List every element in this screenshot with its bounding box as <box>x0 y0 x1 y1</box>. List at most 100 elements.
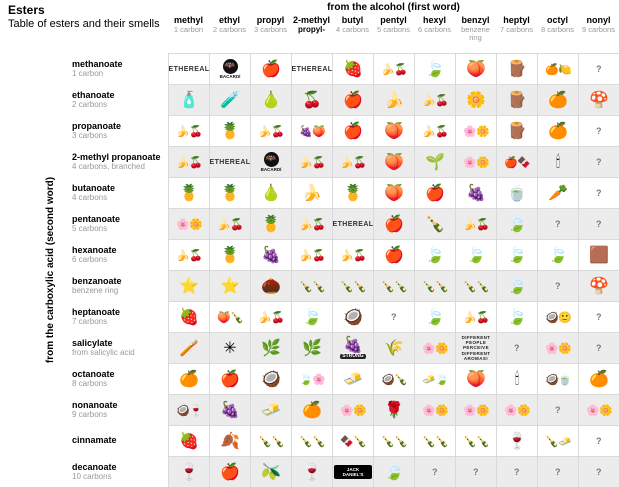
smell-cell-ethereal: ETHEREAL <box>169 54 210 85</box>
column-header-ethyl: ethyl 2 carbons <box>213 15 246 34</box>
smell-cell-cocoa-bottles: 🍫🍾 <box>333 426 374 457</box>
smell-cell-soil: 🟫 <box>579 240 619 271</box>
table-row: 🌸🌼 🍌🍒 🍍 🍌🍒 ETHEREAL 🍎 🍾 🍌🍒 🍃?? <box>169 209 619 240</box>
smell-cell-fruit-mix: 🍌🍒 <box>374 54 415 85</box>
row-header-nonanoate: nonanoate 9 carbons <box>72 399 118 420</box>
smell-cell-strong-berries: 🍇 STRONG <box>333 333 374 364</box>
smell-cell-fruit-mix: 🍌🍒 <box>169 116 210 147</box>
smell-cell-flowers: 🌸🌼 <box>456 395 497 426</box>
title-block: Esters Table of esters and their smells <box>8 3 160 30</box>
raspberries-icon: 🍓 <box>343 59 363 78</box>
strawberry-icon: 🍓 <box>179 431 199 450</box>
flowers-icon: 🌸🌼 <box>422 341 448 355</box>
smell-cell-unknown: ? <box>538 271 579 302</box>
smell-cell-bottles: 🍾🍾 <box>292 271 333 302</box>
wine-icon: 🍷 <box>179 462 199 481</box>
column-header-pentyl: pentyl 5 carbons <box>377 15 410 34</box>
fruit-mix-icon: 🍌🍒 <box>176 124 202 138</box>
leaf-icon: 🍃 <box>548 245 568 264</box>
plums-icon: 🍇 <box>466 183 486 202</box>
apple-icon: 🍎 <box>220 462 240 481</box>
leaf-icon: 🍃 <box>507 307 527 326</box>
smell-cell-apricots: 🍑 <box>374 178 415 209</box>
smell-cell-bottles: 🍾🍾 <box>456 271 497 302</box>
smell-cell-apple: 🍎 <box>210 364 251 395</box>
glue-icon: 🧪 <box>220 90 240 109</box>
smell-cell-candle: 🕯 <box>497 364 538 395</box>
butter-icon: 🧈 <box>343 369 363 388</box>
smell-cell-bottles-butter: 🍾🧈 <box>538 426 579 457</box>
smell-cell-fruit-mix: 🍌🍒 <box>456 302 497 333</box>
smell-cell-unknown: ? <box>579 54 619 85</box>
oranges-icon: 🍊 <box>179 369 199 388</box>
smell-cell-cherries: 🍒 <box>292 85 333 116</box>
smell-cell-leaf: 🍃 <box>538 240 579 271</box>
table-row: ⭐ ⭐ 🌰 🍾🍾 🍾🍾 🍾🍾 🍾🍾 🍾🍾 🍃? 🍄 <box>169 271 619 302</box>
apple-dough-icon: 🍎 <box>425 183 445 202</box>
smell-cell-unknown: ? <box>538 395 579 426</box>
flowers-icon: 🌸🌼 <box>340 403 366 417</box>
smell-cell-leaf-flowers: 🍃🌸 <box>292 364 333 395</box>
smell-cell-apricots: 🍑 <box>456 364 497 395</box>
flowers-icon: 🌸🌼 <box>463 124 489 138</box>
smell-cell-unknown: ? <box>456 457 497 487</box>
table-row: 🍌🍒 🍍 🍇 🍌🍒 🍌🍒 🍎 🍃 🍃 🍃 🍃 🟫 <box>169 240 619 271</box>
column-header-butyl: butyl 4 carbons <box>336 15 369 34</box>
log-icon: 🪵 <box>507 90 527 109</box>
bottles-icon: 🍾🍾 <box>299 434 325 448</box>
smell-cell-log: 🪵 <box>497 54 538 85</box>
smell-cell-unknown: ? <box>538 457 579 487</box>
smell-cell-ethereal: ETHEREAL <box>210 147 251 178</box>
bat-logo-icon: 🦇 <box>222 58 238 74</box>
smell-cell-fruit-mix: 🍌🍒 <box>169 240 210 271</box>
smell-cell-flowers: 🌸🌼 <box>333 395 374 426</box>
smell-cell-flowers: 🌸🌼 <box>456 147 497 178</box>
smell-cell-bottles: 🍾🍾 <box>374 426 415 457</box>
apricot-brandy-icon: 🍑🍾 <box>217 310 243 324</box>
smell-cell-pineapple: 🍍 <box>210 116 251 147</box>
wine-icon: 🍷 <box>507 431 527 450</box>
smell-cell-flowers: 🌸🌼 <box>497 395 538 426</box>
smell-cell-fruit-mix: 🍌🍒 <box>169 147 210 178</box>
smell-cell-coconut-brandy: 🥥🍾 <box>374 364 415 395</box>
smell-cell-grapes: 🍇 <box>210 395 251 426</box>
smell-cell-fruit-mix: 🍌🍒 <box>415 85 456 116</box>
smell-cell-leaf: 🍃 <box>415 302 456 333</box>
leaf-icon: 🍃 <box>425 59 445 78</box>
smell-cell-apple: 🍎 <box>374 240 415 271</box>
smell-cell-unknown: ? <box>579 209 619 240</box>
smell-cell-pineapple: 🍍 <box>333 178 374 209</box>
smell-cell-pineapple: 🍍 <box>251 209 292 240</box>
apricots-icon: 🍑 <box>466 369 486 388</box>
smell-cell-unknown: ? <box>579 426 619 457</box>
smell-cell-tea: 🍵 <box>497 178 538 209</box>
smell-cell-wine: 🍷 <box>497 426 538 457</box>
leaf-icon: 🍃 <box>302 307 322 326</box>
smell-cell-banana: 🍌 <box>292 178 333 209</box>
fruit-mix-icon: 🍌🍒 <box>422 124 448 138</box>
parsnip-icon: 🥕 <box>548 183 568 202</box>
column-header-benzyl: benzyl benzene ring <box>461 15 490 43</box>
smell-cell-apple-dough: 🍎 <box>415 178 456 209</box>
butter-leaf-icon: 🧈🍃 <box>422 372 448 386</box>
table-row: 🍌🍒 🍍 🍌🍒 🍇🍑 🍎 🍑 🍌🍒 🌸🌼 🪵 🍊? <box>169 116 619 147</box>
smell-cell-apricots: 🍑 <box>456 54 497 85</box>
smell-cell-pineapple: 🍍 <box>210 178 251 209</box>
blackberries-icon: 🍇 <box>261 245 281 264</box>
smell-cell-leaf: 🍃 <box>497 240 538 271</box>
smell-cell-bottles: 🍾🍾 <box>251 426 292 457</box>
bottles-icon: 🍾🍾 <box>422 434 448 448</box>
smell-cell-coconut-smiley: 🥥🙂 <box>538 302 579 333</box>
smell-cell-leaf: 🍃 <box>292 302 333 333</box>
leaf-icon: 🍃 <box>466 245 486 264</box>
smell-cell-olive-oil: 🫒 <box>251 457 292 487</box>
fruit-mix-icon: 🍌🍒 <box>299 248 325 262</box>
leaf-icon: 🍃 <box>425 245 445 264</box>
alcohol-axis-label: from the alcohol (first word) <box>327 2 460 13</box>
table-row: 🪥 ✳ 🌿 🌿 🍇 STRONG 🌾 🌸🌼 DIFFERENT PEOPLE PERCEIVE … <box>169 333 619 364</box>
rose-icon: 🌹 <box>384 400 404 419</box>
smell-cell-mushroom: 🍄 <box>579 271 619 302</box>
smell-cell-fruit-mix: 🍌🍒 <box>292 147 333 178</box>
bottles-icon: 🍾🍾 <box>381 434 407 448</box>
smell-cell-pears: 🍐 <box>251 85 292 116</box>
